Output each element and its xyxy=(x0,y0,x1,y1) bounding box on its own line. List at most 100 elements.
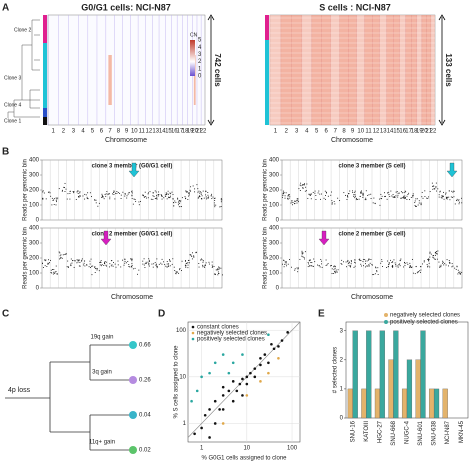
read-point xyxy=(81,258,83,260)
read-point xyxy=(282,193,284,195)
read-point xyxy=(333,265,335,267)
read-point xyxy=(156,258,158,260)
read-point xyxy=(51,272,53,274)
read-point xyxy=(288,195,289,197)
annotation: clone 3 member (S cell) xyxy=(338,164,405,170)
read-point xyxy=(404,197,406,199)
read-point xyxy=(446,196,448,198)
read-point xyxy=(392,196,394,198)
read-point xyxy=(289,194,290,196)
read-point xyxy=(124,193,126,195)
read-point xyxy=(152,266,154,268)
read-point xyxy=(349,261,351,263)
read-point xyxy=(358,259,360,260)
read-point xyxy=(315,195,317,196)
read-point xyxy=(78,259,80,261)
arrow xyxy=(318,230,330,246)
read-point xyxy=(152,192,154,194)
read-point xyxy=(161,195,163,197)
cn-block xyxy=(430,15,435,125)
legend-tick-label: 1 xyxy=(198,66,202,72)
read-point xyxy=(384,196,386,197)
read-point xyxy=(221,199,223,201)
read-point xyxy=(362,195,364,197)
annotation: clone 2 member (S cell) xyxy=(338,232,405,238)
read-point xyxy=(55,199,57,201)
tree-node xyxy=(129,446,137,454)
read-point xyxy=(347,259,349,261)
x-tick-label: HGC-27 xyxy=(377,420,383,443)
point xyxy=(208,436,211,439)
x-tick-label: SNU-601 xyxy=(418,420,424,445)
read-point xyxy=(443,264,445,266)
point xyxy=(213,422,217,425)
read-point xyxy=(205,262,207,264)
read-point xyxy=(192,252,193,254)
read-point xyxy=(101,195,103,196)
read-point xyxy=(104,193,106,195)
read-point xyxy=(174,270,176,272)
x-tick-label: 10 xyxy=(243,446,250,452)
point xyxy=(245,375,249,379)
read-point xyxy=(317,264,318,266)
read-point xyxy=(302,256,304,258)
point xyxy=(208,408,211,411)
point xyxy=(241,377,244,381)
x-tick-label: NUGC-4 xyxy=(405,420,411,444)
read-point xyxy=(218,267,220,269)
read-point xyxy=(177,198,179,200)
point xyxy=(203,413,207,417)
read-point xyxy=(299,190,301,191)
panel-label: A xyxy=(2,3,9,14)
read-point xyxy=(458,201,460,203)
read-point xyxy=(354,265,356,267)
read-point xyxy=(131,190,133,192)
read-point xyxy=(74,260,76,262)
read-point xyxy=(181,260,183,262)
read-point xyxy=(360,192,362,193)
x-axis-label: Chromosome xyxy=(105,137,147,144)
read-point xyxy=(131,258,133,260)
read-point xyxy=(161,263,163,265)
chromosome-label: 21 xyxy=(425,129,432,135)
read-point xyxy=(158,263,160,265)
read-point xyxy=(67,266,69,268)
read-point xyxy=(432,188,434,190)
bar xyxy=(429,388,435,419)
read-point xyxy=(169,192,171,194)
read-point xyxy=(432,185,434,187)
chromosome-label: 5 xyxy=(91,129,95,135)
read-point xyxy=(95,199,97,201)
read-point xyxy=(205,190,207,192)
bar xyxy=(406,359,413,419)
read-point xyxy=(79,195,81,197)
read-point xyxy=(415,265,417,267)
read-point xyxy=(374,202,376,204)
read-point xyxy=(153,263,155,265)
read-point xyxy=(151,263,153,265)
read-point xyxy=(384,192,385,194)
read-point xyxy=(392,194,394,196)
read-point xyxy=(148,265,150,267)
read-point xyxy=(350,265,352,267)
read-point xyxy=(356,197,357,199)
read-point xyxy=(456,200,458,202)
read-point xyxy=(169,260,171,262)
read-point xyxy=(213,202,215,204)
read-point xyxy=(178,206,180,208)
read-point xyxy=(363,265,364,267)
read-point xyxy=(333,201,335,203)
read-point xyxy=(423,260,425,262)
read-point xyxy=(299,258,301,260)
read-point xyxy=(426,197,428,199)
y-tick-label: 300 xyxy=(29,241,40,247)
read-point xyxy=(111,260,113,262)
tree-node xyxy=(129,341,137,349)
read-point xyxy=(124,192,126,194)
read-point xyxy=(335,269,337,271)
read-point xyxy=(292,202,294,204)
read-point xyxy=(100,262,102,263)
read-point xyxy=(376,270,378,272)
read-point xyxy=(360,263,362,265)
read-point xyxy=(350,260,352,261)
